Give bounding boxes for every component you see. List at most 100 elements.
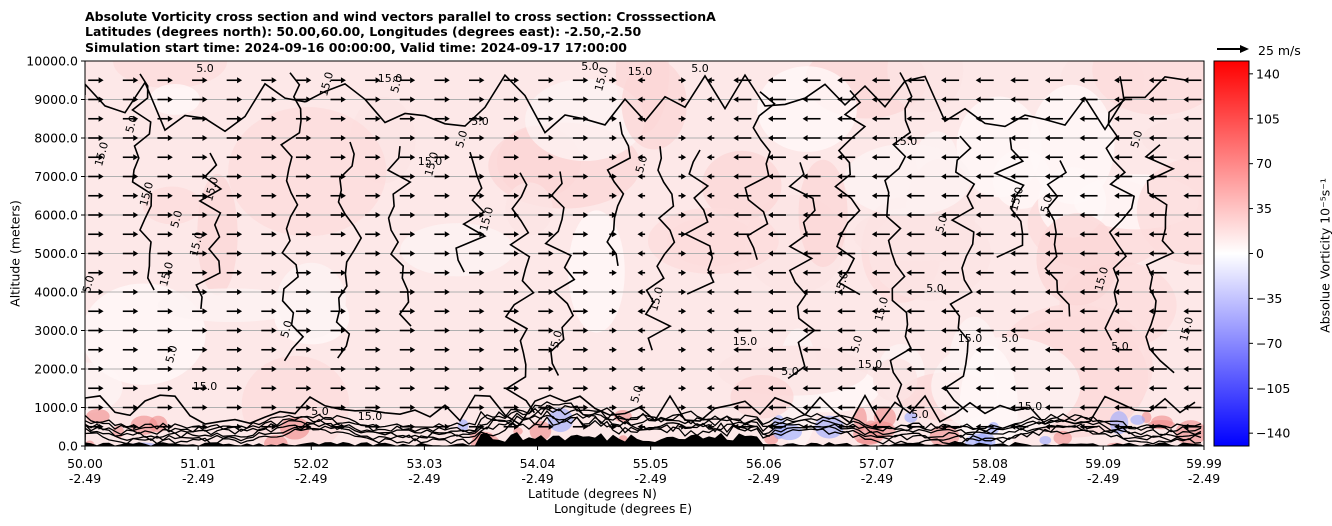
wind-vector-head — [583, 366, 589, 372]
wind-vector-head — [837, 385, 843, 392]
wind-vector-head — [410, 385, 416, 392]
wind-vector-head — [1148, 289, 1154, 295]
wind-vector-head — [1114, 404, 1120, 411]
wind-vector-head — [444, 192, 450, 199]
wind-vector-head — [306, 423, 312, 430]
wind-vector-head — [271, 115, 277, 122]
vorticity-patch — [113, 61, 228, 89]
wind-vector-head — [611, 423, 617, 430]
wind-vector-head — [637, 96, 643, 103]
wind-vector-head — [941, 173, 947, 180]
wind-vector-head — [444, 327, 450, 334]
wind-vector-head — [410, 289, 416, 295]
wind-vector-head — [237, 346, 243, 353]
contour-label: 5.0 — [848, 334, 865, 354]
wind-vector-head — [1010, 423, 1016, 430]
wind-vector-head — [871, 308, 877, 315]
wind-vector-head — [802, 154, 808, 161]
vorticity-patch — [1029, 84, 1115, 205]
wind-vector-head — [479, 231, 485, 238]
wind-vector-head — [98, 423, 104, 430]
y-tick-label: 10000.0 — [26, 54, 78, 69]
contour-label: 15.0 — [137, 181, 156, 208]
wind-vector-head — [514, 308, 520, 315]
wind-vector-head — [340, 77, 346, 84]
wind-vector-head — [733, 385, 739, 392]
wind-vector-head — [681, 308, 687, 315]
wind-vector-head — [375, 154, 381, 161]
wind-vector-head — [1010, 154, 1016, 161]
y-tick-label: 7000.0 — [34, 169, 78, 184]
wind-vector-head — [548, 385, 554, 392]
wind-vector-head — [941, 269, 947, 276]
wind-vector-head — [871, 327, 877, 334]
wind-vector-head — [1044, 192, 1050, 199]
wind-vector-head — [444, 289, 450, 295]
contour-label: 15.0 — [422, 151, 441, 178]
wind-vector-head — [1010, 346, 1016, 353]
wind-vector-head — [167, 366, 173, 372]
wind-vector-head — [306, 308, 312, 315]
vorticity-patch — [86, 408, 110, 424]
contour-label: 5.0 — [691, 62, 709, 75]
wind-vector-head — [733, 269, 739, 276]
wind-vector-head — [237, 327, 243, 334]
wind-vector-head — [1148, 231, 1154, 238]
wind-vector-head — [202, 327, 208, 334]
wind-vector-head — [1079, 269, 1085, 276]
wind-vector-head — [271, 308, 277, 315]
wind-vector-head — [802, 346, 808, 353]
wind-vector-head — [871, 269, 877, 276]
contour-label: 5.0 — [80, 274, 97, 294]
wind-vector-head — [733, 423, 739, 430]
contour-line — [787, 162, 816, 380]
x-tick-label-lat: 51.01 — [180, 456, 216, 471]
contour-label: 15.0 — [958, 332, 983, 345]
wind-vector-head — [871, 212, 877, 218]
wind-vector-head — [871, 154, 877, 161]
wind-vector-head — [548, 308, 554, 315]
wind-vector-head — [583, 154, 589, 161]
wind-vector-head — [98, 96, 104, 103]
wind-vector-head — [306, 404, 312, 411]
wind-vector-head — [1114, 173, 1120, 180]
wind-vector-head — [202, 135, 208, 141]
wind-vector-head — [975, 96, 981, 103]
wind-vector-head — [941, 96, 947, 103]
wind-vector-head — [1183, 192, 1189, 199]
vorticity-patch — [157, 288, 305, 323]
wind-vector-head — [706, 231, 712, 238]
wind-vector-head — [802, 404, 808, 411]
vorticity-patch — [1053, 430, 1072, 445]
colorbar-tick-label: 105 — [1256, 111, 1280, 126]
wind-vector-head — [1079, 308, 1085, 315]
vorticity-patch — [264, 435, 288, 446]
wind-vector-head — [202, 250, 208, 257]
wind-vector-head — [1183, 77, 1189, 84]
wind-vector-head — [133, 96, 139, 103]
contour-label: 5.0 — [581, 60, 599, 73]
wind-vector-head — [1079, 96, 1085, 103]
wind-vector-head — [167, 308, 173, 315]
wind-vector-head — [637, 423, 643, 430]
x-tick-label-lon: -2.49 — [634, 471, 666, 486]
wind-vector-head — [548, 231, 554, 238]
wind-vector-head — [1183, 115, 1189, 122]
wind-vector-head — [611, 346, 617, 353]
wind-vector-head — [733, 308, 739, 315]
wind-vector-head — [637, 135, 643, 141]
wind-vector-head — [548, 327, 554, 334]
wind-vector-head — [514, 250, 520, 257]
wind-vector-head — [1044, 96, 1050, 103]
wind-vector-head — [583, 212, 589, 218]
contour-label: 5.0 — [471, 115, 489, 128]
vorticity-patch — [647, 207, 779, 275]
wind-vector-head — [637, 173, 643, 180]
wind-vector-head — [837, 77, 843, 84]
contour-line — [944, 135, 976, 413]
wind-vector-head — [133, 269, 139, 276]
wind-vector-head — [340, 289, 346, 295]
wind-vector-head — [306, 154, 312, 161]
wind-vector-head — [681, 404, 687, 411]
wind-vector-head — [1148, 346, 1154, 353]
